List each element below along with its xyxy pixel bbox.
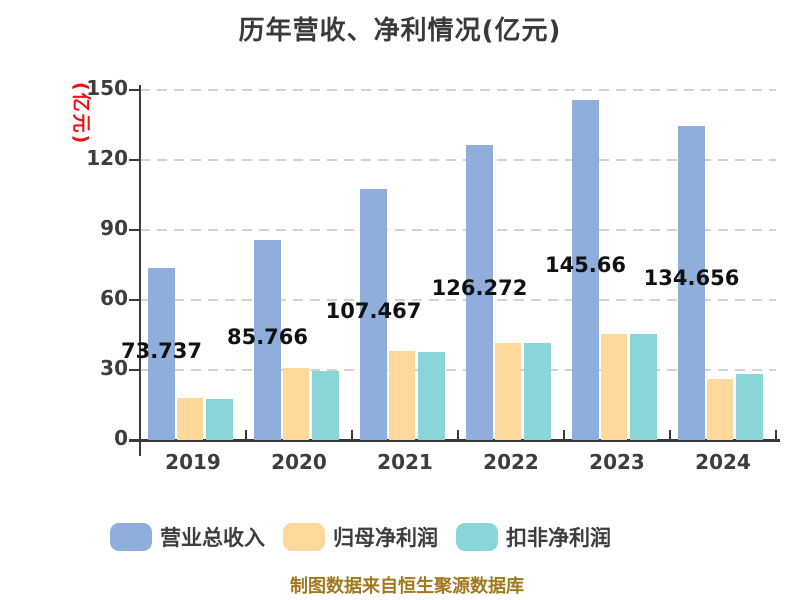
y-tick-120 — [129, 159, 140, 161]
gridline-30 — [140, 369, 776, 371]
y-tick-90 — [129, 229, 140, 231]
y-tick-label-0: 0 — [114, 426, 128, 450]
legend-label-deducted-net-profit: 扣非净利润 — [506, 526, 611, 550]
bar-value-label-2022: 126.272 — [431, 276, 528, 301]
bar-deducted-net-profit-2022 — [524, 343, 551, 440]
bar-deducted-net-profit-2024 — [736, 373, 763, 440]
y-tick-label-60: 60 — [100, 286, 128, 310]
bar-net-profit-2021 — [389, 351, 415, 440]
bar-value-label-2019: 73.737 — [120, 339, 203, 364]
legend: 营业总收入 归母净利润 扣非净利润 — [110, 522, 611, 552]
x-axis-year-label-2023: 2023 — [589, 450, 645, 474]
legend-item-net-profit: 归母净利润 — [283, 522, 438, 552]
y-tick-label-150: 150 — [86, 76, 128, 100]
legend-item-deducted-net-profit: 扣非净利润 — [456, 522, 611, 552]
bar-revenue-2023 — [572, 100, 599, 440]
bar-deducted-net-profit-2019 — [206, 399, 233, 440]
legend-label-net-profit: 归母净利润 — [333, 526, 438, 550]
bar-net-profit-2019 — [177, 398, 203, 440]
bar-revenue-2021 — [360, 189, 387, 440]
chart-title: 历年营收、净利情况(亿元) — [238, 16, 562, 46]
bar-value-label-2023: 145.66 — [544, 252, 627, 277]
bar-deducted-net-profit-2023 — [630, 333, 657, 440]
x-axis-year-label-2019: 2019 — [165, 450, 221, 474]
x-axis-year-label-2020: 2020 — [271, 450, 327, 474]
x-tick-1 — [245, 430, 247, 440]
x-tick-6 — [775, 430, 777, 440]
x-tick-2 — [351, 430, 353, 440]
gridline-120 — [140, 159, 776, 161]
bar-deducted-net-profit-2020 — [312, 371, 339, 440]
legend-item-revenue: 营业总收入 — [110, 522, 265, 552]
bar-revenue-2022 — [466, 145, 493, 440]
x-axis-year-label-2022: 2022 — [483, 450, 539, 474]
bar-revenue-2019 — [148, 267, 175, 440]
y-tick-30 — [129, 369, 140, 371]
bar-net-profit-2024 — [707, 379, 733, 440]
x-axis-year-label-2021: 2021 — [377, 450, 433, 474]
gridline-90 — [140, 229, 776, 231]
x-tick-3 — [457, 430, 459, 440]
x-axis-line — [129, 439, 780, 442]
x-tick-5 — [669, 430, 671, 440]
y-tick-label-120: 120 — [86, 146, 128, 170]
y-tick-label-30: 30 — [100, 356, 128, 380]
x-axis-year-label-2024: 2024 — [695, 450, 751, 474]
gridline-60 — [140, 299, 776, 301]
y-tick-label-90: 90 — [100, 216, 128, 240]
legend-swatch-deducted-net-profit — [456, 523, 498, 551]
bar-value-label-2021: 107.467 — [325, 298, 422, 323]
footer-data-source-note: 制图数据来自恒生聚源数据库 — [290, 576, 524, 597]
legend-swatch-net-profit — [283, 523, 325, 551]
bar-deducted-net-profit-2021 — [418, 351, 445, 440]
bar-net-profit-2020 — [283, 367, 309, 440]
y-tick-60 — [129, 299, 140, 301]
y-tick-150 — [129, 89, 140, 91]
y-axis-line — [139, 85, 141, 456]
bar-value-label-2024: 134.656 — [643, 266, 740, 291]
legend-label-revenue: 营业总收入 — [160, 526, 265, 550]
gridline-150 — [140, 89, 776, 91]
bar-net-profit-2022 — [495, 343, 521, 440]
bar-revenue-2020 — [254, 239, 281, 440]
bar-revenue-2024 — [678, 125, 705, 440]
x-tick-4 — [563, 430, 565, 440]
legend-swatch-revenue — [110, 523, 152, 551]
bar-value-label-2020: 85.766 — [226, 324, 309, 349]
bar-net-profit-2023 — [601, 333, 627, 440]
